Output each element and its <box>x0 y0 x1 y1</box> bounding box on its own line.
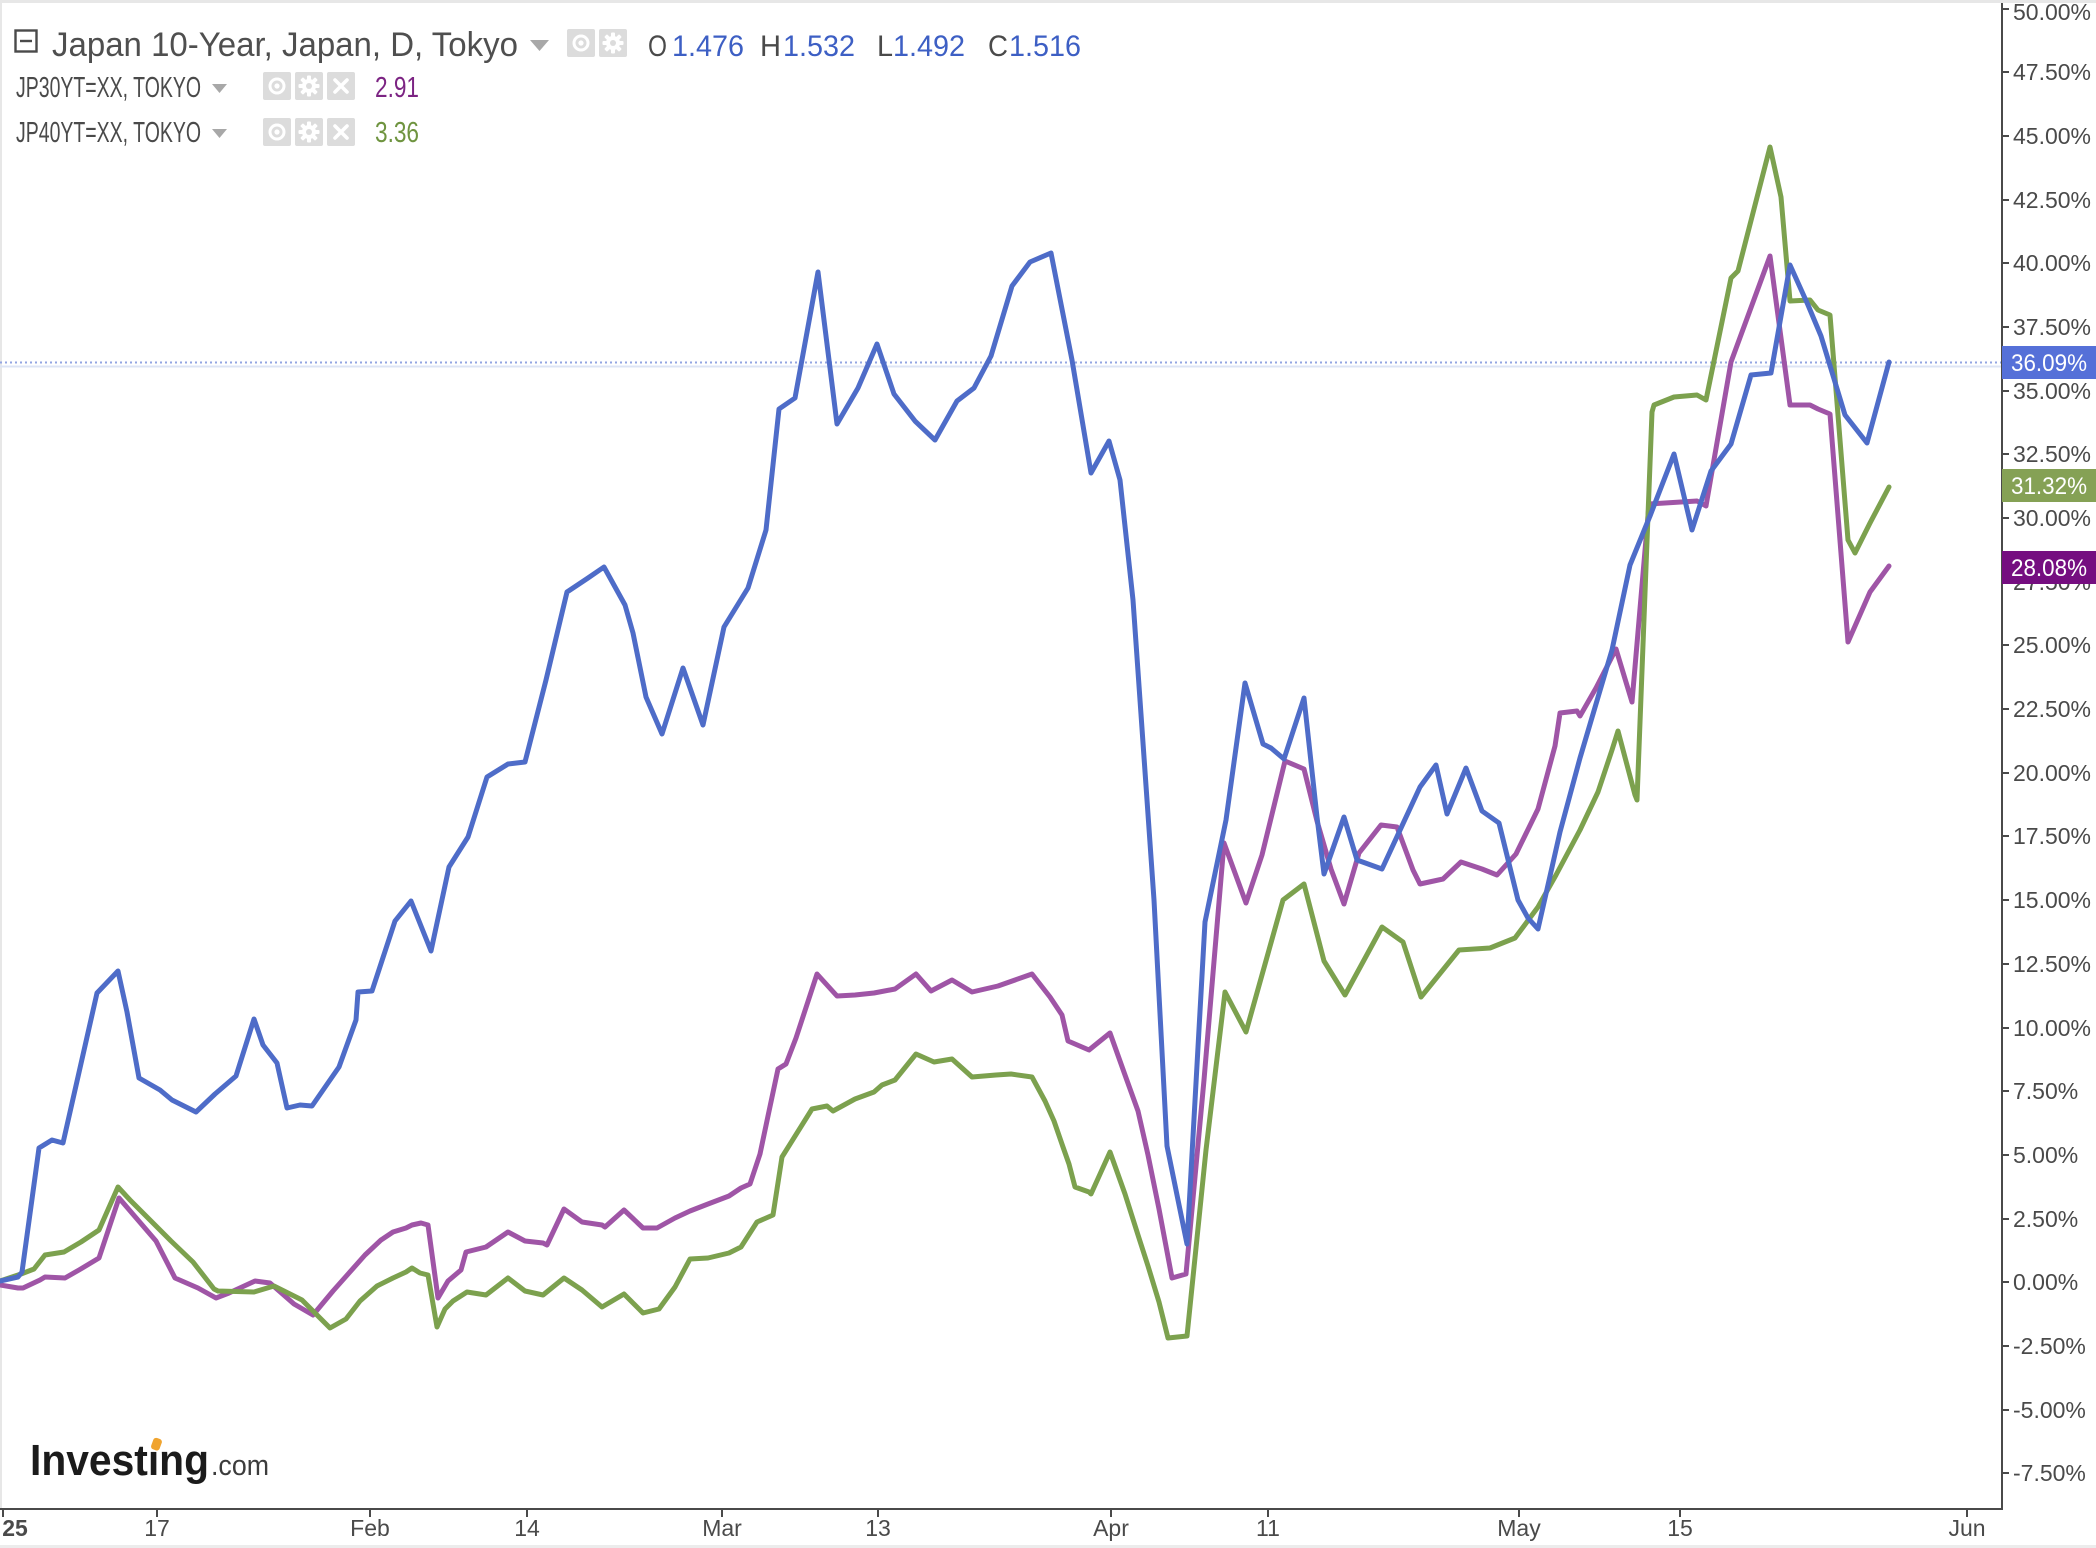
svg-text:-2.50%: -2.50% <box>2013 1333 2086 1359</box>
svg-text:37.50%: 37.50% <box>2013 314 2091 340</box>
svg-text:1.516: 1.516 <box>1009 30 1081 63</box>
svg-text:31.32%: 31.32% <box>2011 473 2087 500</box>
svg-text:5.00%: 5.00% <box>2013 1142 2078 1168</box>
svg-text:17: 17 <box>144 1515 170 1541</box>
svg-text:15.00%: 15.00% <box>2013 887 2091 913</box>
svg-text:H: H <box>760 30 781 63</box>
svg-text:11: 11 <box>1256 1515 1280 1541</box>
svg-text:3.36: 3.36 <box>375 117 419 149</box>
svg-text:May: May <box>1497 1515 1541 1541</box>
svg-text:42.50%: 42.50% <box>2013 187 2091 213</box>
svg-text:-5.00%: -5.00% <box>2013 1397 2086 1423</box>
svg-text:Apr: Apr <box>1093 1515 1129 1541</box>
svg-text:30.00%: 30.00% <box>2013 505 2091 531</box>
svg-text:10.00%: 10.00% <box>2013 1015 2091 1041</box>
svg-text:1.492: 1.492 <box>893 30 965 63</box>
svg-text:Jun: Jun <box>1948 1515 1985 1541</box>
svg-text:47.50%: 47.50% <box>2013 59 2091 85</box>
svg-text:JP40YT=XX, TOKYO: JP40YT=XX, TOKYO <box>16 117 201 149</box>
svg-text:C: C <box>988 30 1008 63</box>
svg-text:1.532: 1.532 <box>783 30 855 63</box>
svg-text:JP30YT=XX, TOKYO: JP30YT=XX, TOKYO <box>16 72 201 104</box>
svg-text:L: L <box>877 30 893 63</box>
svg-text:17.50%: 17.50% <box>2013 823 2091 849</box>
svg-text:-7.50%: -7.50% <box>2013 1460 2086 1486</box>
svg-text:.com: .com <box>211 1450 269 1482</box>
svg-text:14: 14 <box>514 1515 540 1541</box>
svg-text:32.50%: 32.50% <box>2013 441 2091 467</box>
svg-text:25.00%: 25.00% <box>2013 632 2091 658</box>
svg-text:36.09%: 36.09% <box>2011 350 2087 377</box>
svg-text:15: 15 <box>1667 1515 1693 1541</box>
svg-text:0.00%: 0.00% <box>2013 1269 2078 1295</box>
svg-text:28.08%: 28.08% <box>2011 555 2087 582</box>
svg-text:25: 25 <box>2 1515 28 1541</box>
svg-text:13: 13 <box>865 1515 891 1541</box>
svg-text:50.00%: 50.00% <box>2013 0 2091 25</box>
svg-text:Mar: Mar <box>702 1515 742 1541</box>
svg-text:2.91: 2.91 <box>375 72 419 104</box>
svg-text:20.00%: 20.00% <box>2013 760 2091 786</box>
svg-text:O: O <box>648 30 667 63</box>
svg-text:Japan 10-Year, Japan, D, Tokyo: Japan 10-Year, Japan, D, Tokyo <box>52 26 518 64</box>
svg-text:12.50%: 12.50% <box>2013 951 2091 977</box>
svg-text:2.50%: 2.50% <box>2013 1206 2078 1232</box>
svg-text:7.50%: 7.50% <box>2013 1078 2078 1104</box>
svg-text:22.50%: 22.50% <box>2013 696 2091 722</box>
svg-text:1.476: 1.476 <box>672 30 744 63</box>
svg-text:40.00%: 40.00% <box>2013 250 2091 276</box>
svg-text:Investıng: Investıng <box>30 1436 209 1485</box>
svg-text:45.00%: 45.00% <box>2013 123 2091 149</box>
svg-text:35.00%: 35.00% <box>2013 378 2091 404</box>
svg-text:Feb: Feb <box>350 1515 390 1541</box>
